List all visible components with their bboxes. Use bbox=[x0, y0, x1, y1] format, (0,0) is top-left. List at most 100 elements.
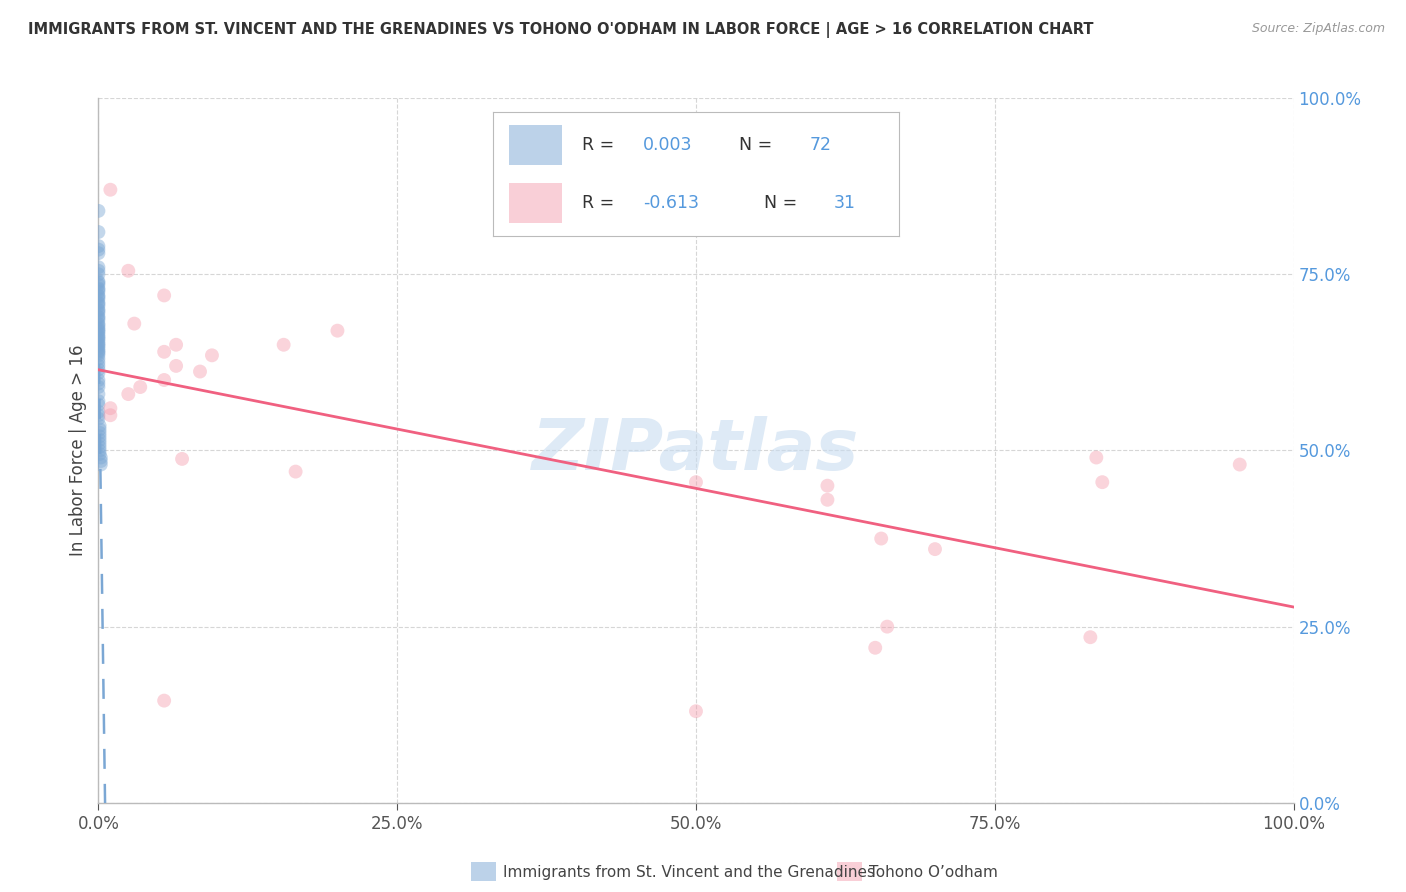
Point bbox=[201, 348, 224, 362]
Point bbox=[153, 344, 176, 359]
Point bbox=[98, 183, 122, 197]
Point bbox=[87, 268, 110, 282]
Point bbox=[1229, 458, 1251, 472]
Point bbox=[87, 376, 110, 391]
Point bbox=[87, 387, 110, 401]
Point bbox=[90, 450, 112, 465]
Point bbox=[87, 299, 110, 313]
Point bbox=[87, 264, 110, 278]
Text: Tohono O’odham: Tohono O’odham bbox=[869, 865, 998, 880]
Point bbox=[89, 429, 111, 443]
Point bbox=[188, 365, 211, 379]
Point bbox=[87, 203, 110, 218]
Point bbox=[865, 640, 887, 655]
Point bbox=[685, 704, 707, 718]
Point bbox=[87, 290, 110, 304]
Point bbox=[87, 285, 110, 299]
Point bbox=[87, 243, 110, 257]
Point bbox=[153, 288, 176, 302]
Point bbox=[89, 418, 111, 433]
Point bbox=[87, 327, 110, 342]
Point bbox=[815, 478, 838, 492]
Text: Source: ZipAtlas.com: Source: ZipAtlas.com bbox=[1251, 22, 1385, 36]
Point bbox=[87, 380, 110, 394]
Point bbox=[87, 292, 110, 306]
Point bbox=[124, 317, 146, 331]
Point bbox=[117, 387, 139, 401]
Point bbox=[87, 313, 110, 327]
Point bbox=[87, 405, 110, 419]
Point bbox=[87, 329, 110, 343]
Point bbox=[153, 693, 176, 707]
Point bbox=[87, 373, 110, 387]
Point bbox=[87, 239, 110, 253]
Point bbox=[87, 324, 110, 338]
Y-axis label: In Labor Force | Age > 16: In Labor Force | Age > 16 bbox=[69, 344, 87, 557]
Point bbox=[87, 362, 110, 376]
Point bbox=[87, 306, 110, 320]
Point bbox=[87, 339, 110, 353]
Text: ZIPatlas: ZIPatlas bbox=[533, 416, 859, 485]
Point bbox=[87, 295, 110, 310]
Point bbox=[89, 433, 111, 447]
Point bbox=[87, 366, 110, 380]
Point bbox=[87, 310, 110, 324]
Point bbox=[87, 304, 110, 318]
Point bbox=[129, 380, 152, 394]
Point bbox=[815, 492, 838, 507]
Point bbox=[172, 451, 194, 466]
Point bbox=[87, 320, 110, 334]
Point bbox=[87, 276, 110, 290]
Point bbox=[870, 532, 893, 546]
Point bbox=[89, 422, 111, 436]
Text: Immigrants from St. Vincent and the Grenadines: Immigrants from St. Vincent and the Gren… bbox=[503, 865, 876, 880]
Point bbox=[89, 425, 111, 440]
Point bbox=[165, 359, 187, 373]
Point bbox=[89, 440, 111, 454]
Point bbox=[90, 454, 112, 468]
Point bbox=[89, 443, 111, 458]
Point bbox=[87, 317, 110, 331]
Point bbox=[685, 475, 707, 490]
Point bbox=[87, 348, 110, 362]
Point bbox=[87, 281, 110, 295]
Point bbox=[87, 302, 110, 317]
Point bbox=[87, 334, 110, 349]
Point bbox=[87, 325, 110, 339]
Point bbox=[87, 288, 110, 302]
Point bbox=[87, 344, 110, 359]
Point bbox=[87, 225, 110, 239]
Point bbox=[87, 346, 110, 360]
Point bbox=[87, 246, 110, 260]
Point bbox=[87, 260, 110, 275]
Point bbox=[87, 408, 110, 422]
Point bbox=[87, 310, 110, 325]
Text: IMMIGRANTS FROM ST. VINCENT AND THE GRENADINES VS TOHONO O'ODHAM IN LABOR FORCE : IMMIGRANTS FROM ST. VINCENT AND THE GREN… bbox=[28, 22, 1094, 38]
Point bbox=[273, 338, 295, 352]
Point bbox=[1085, 450, 1108, 465]
Point bbox=[87, 351, 110, 366]
Point bbox=[87, 336, 110, 351]
Point bbox=[87, 274, 110, 288]
Point bbox=[165, 338, 187, 352]
Point bbox=[89, 436, 111, 450]
Point bbox=[284, 465, 307, 479]
Point bbox=[153, 373, 176, 387]
Point bbox=[87, 277, 110, 292]
Point bbox=[87, 355, 110, 369]
Point bbox=[876, 619, 898, 633]
Point bbox=[924, 542, 946, 557]
Point bbox=[87, 332, 110, 346]
Point bbox=[87, 331, 110, 345]
Point bbox=[87, 411, 110, 425]
Point bbox=[87, 297, 110, 311]
Point bbox=[87, 338, 110, 352]
Point bbox=[87, 359, 110, 373]
Point bbox=[87, 283, 110, 297]
Point bbox=[87, 394, 110, 409]
Point bbox=[87, 398, 110, 412]
Point bbox=[87, 322, 110, 336]
Point bbox=[326, 324, 349, 338]
Point bbox=[89, 447, 111, 461]
Point bbox=[1091, 475, 1114, 490]
